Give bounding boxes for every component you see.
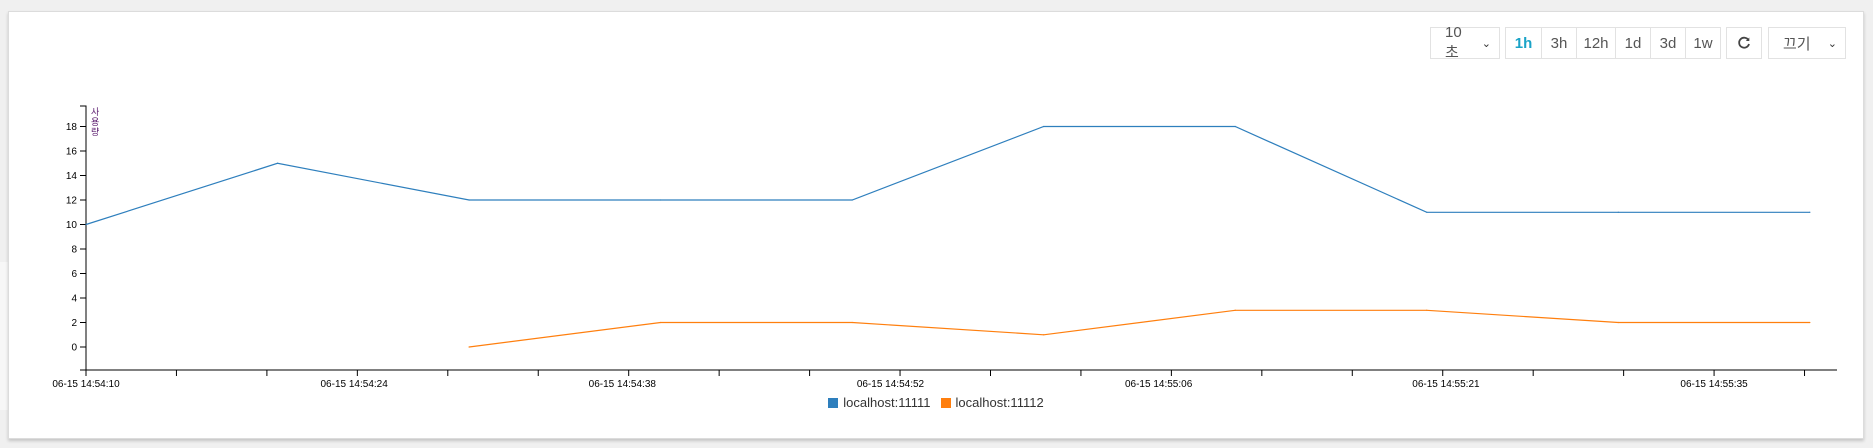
- interval-select[interactable]: 10초 ⌄: [1430, 24, 1500, 61]
- data-point: [85, 223, 87, 226]
- y-tick-label: 12: [66, 196, 78, 207]
- refresh-button[interactable]: [1726, 27, 1762, 59]
- x-tick-label: 06-15 14:55:35: [1680, 379, 1748, 390]
- chart-panel: 10초 ⌄ 1h 3h 12h 1d 3d 1w 끄기 ⌄ 0 2 4 6 8 10 12 1…: [8, 11, 1864, 439]
- legend-label: localhost:11111: [843, 395, 931, 410]
- legend-swatch: [828, 397, 839, 408]
- data-point: [1617, 211, 1619, 213]
- range-button-group: 1h 3h 12h 1d 3d 1w: [1505, 27, 1721, 61]
- data-point: [1809, 211, 1811, 213]
- chart-toolbar: 10초 ⌄ 1h 3h 12h 1d 3d 1w 끄기 ⌄: [1430, 24, 1846, 61]
- data-point: [468, 199, 470, 201]
- y-tick-label: 2: [71, 318, 77, 329]
- data-point: [660, 199, 662, 201]
- data-point: [1234, 125, 1236, 128]
- range-button-12h[interactable]: 12h: [1576, 27, 1616, 59]
- series-line-1: [85, 125, 1810, 226]
- y-tick-label: 8: [71, 245, 77, 256]
- data-point: [1043, 334, 1045, 336]
- range-button-1w[interactable]: 1w: [1685, 27, 1721, 59]
- range-button-1d[interactable]: 1d: [1615, 27, 1651, 59]
- chart-legend: localhost:11111 localhost:11112: [9, 395, 1863, 410]
- legend-swatch: [940, 397, 951, 408]
- data-point: [468, 346, 470, 348]
- data-point: [276, 162, 279, 164]
- x-axis: 06-15 14:54:10 06-15 14:54:24 06-15 14:54:…: [52, 369, 1837, 390]
- interval-select-value: 10초: [1445, 24, 1462, 61]
- y-tick-label: 18: [66, 122, 78, 133]
- x-tick-label: 06-15 14:54:24: [321, 379, 389, 390]
- y-tick-label: 0: [71, 343, 77, 354]
- y-axis: 0 2 4 6 8 10 12 14 16 18: [66, 105, 87, 371]
- y-tick-label: 14: [66, 171, 78, 182]
- y-tick-label: 6: [71, 269, 77, 280]
- x-tick-label: 06-15 14:54:10: [52, 379, 120, 390]
- legend-item-series-2[interactable]: localhost:11112: [940, 395, 1044, 410]
- data-point: [1234, 309, 1236, 311]
- data-point: [851, 199, 853, 201]
- series-layer: [85, 125, 1811, 348]
- auto-refresh-select[interactable]: 끄기 ⌄: [1768, 27, 1846, 59]
- legend-label: localhost:11112: [955, 395, 1044, 410]
- x-tick-label: 06-15 14:54:52: [857, 379, 925, 390]
- y-tick-label: 4: [71, 294, 77, 305]
- data-point: [1426, 309, 1428, 311]
- range-button-1h[interactable]: 1h: [1505, 27, 1542, 59]
- y-axis-line: [80, 105, 87, 371]
- chevron-down-icon: ⌄: [1827, 37, 1837, 50]
- series-line-2: [469, 309, 1810, 348]
- refresh-icon: [1738, 36, 1750, 49]
- data-point: [1617, 321, 1619, 324]
- range-button-3d[interactable]: 3d: [1650, 27, 1686, 59]
- data-point: [660, 321, 662, 324]
- legend-item-series-1[interactable]: localhost:11111: [828, 395, 931, 410]
- data-point: [1043, 125, 1045, 128]
- x-tick-label: 06-15 14:55:06: [1125, 379, 1193, 390]
- data-point: [1426, 211, 1428, 213]
- auto-refresh-select-value: 끄기: [1783, 35, 1811, 53]
- x-tick-label: 06-15 14:55:21: [1412, 379, 1480, 390]
- y-tick-label: 16: [66, 147, 78, 158]
- data-point: [851, 321, 853, 324]
- data-point: [1809, 321, 1811, 324]
- left-resize-handle: [0, 262, 8, 410]
- chevron-down-icon: ⌄: [1481, 37, 1491, 50]
- y-tick-label: 10: [66, 220, 78, 231]
- x-tick-label: 06-15 14:54:38: [589, 379, 657, 390]
